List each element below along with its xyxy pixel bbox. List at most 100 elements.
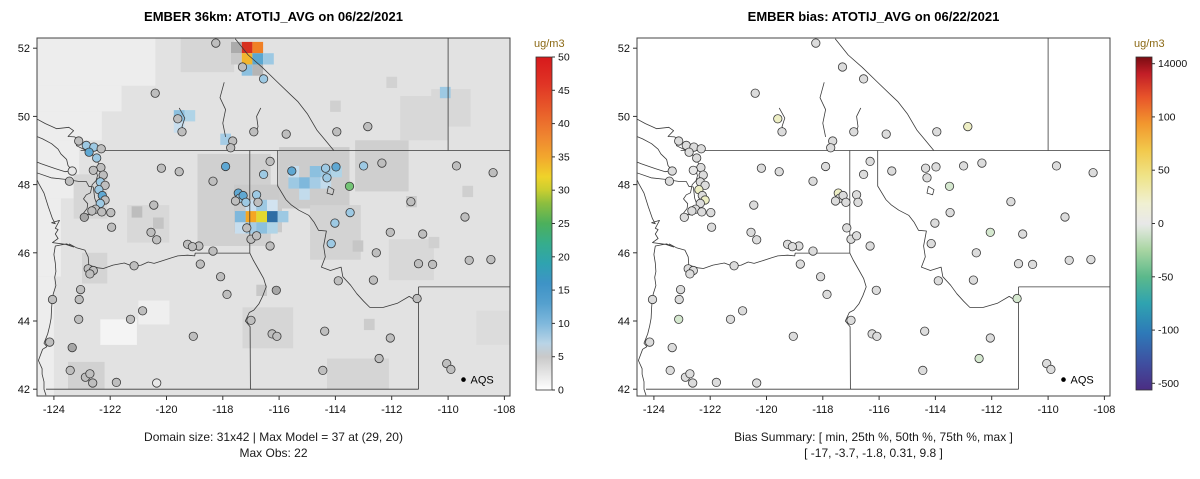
colorbar-tick-label: 30 bbox=[558, 185, 570, 197]
station-point bbox=[188, 331, 198, 341]
station-point bbox=[808, 246, 818, 256]
station-point bbox=[846, 315, 856, 325]
colorbar-tick-label: -100 bbox=[1158, 325, 1179, 337]
station-point bbox=[926, 239, 936, 249]
station-point bbox=[931, 162, 941, 172]
colorbar bbox=[536, 57, 552, 390]
raster-cell bbox=[231, 53, 242, 65]
raster-patch bbox=[476, 310, 510, 345]
colorbar-tick-label: 100 bbox=[1158, 111, 1176, 123]
station-point bbox=[221, 161, 231, 172]
raster-cell bbox=[309, 166, 321, 178]
raster-cell bbox=[245, 211, 257, 223]
station-point bbox=[958, 161, 969, 171]
station-point bbox=[326, 239, 336, 249]
x-tick-label: -108 bbox=[493, 404, 515, 416]
raster-cell bbox=[267, 199, 278, 212]
station-point bbox=[271, 285, 281, 295]
x-tick-label: -114 bbox=[925, 404, 946, 416]
raster-light-block bbox=[37, 276, 54, 396]
x-tick-label: -116 bbox=[868, 404, 889, 416]
station-point bbox=[676, 284, 686, 295]
x-tick-label: -118 bbox=[212, 404, 233, 416]
station-point bbox=[258, 169, 269, 179]
station-point bbox=[852, 231, 862, 241]
station-point bbox=[773, 114, 783, 124]
x-tick-label: -118 bbox=[812, 404, 833, 416]
station-point bbox=[685, 369, 695, 379]
station-point bbox=[111, 377, 122, 387]
station-point bbox=[374, 353, 384, 364]
station-point bbox=[977, 158, 987, 168]
border-line bbox=[37, 136, 73, 173]
station-point bbox=[138, 306, 148, 316]
station-point bbox=[674, 314, 684, 324]
station-point bbox=[252, 231, 262, 241]
x-tick-label: -110 bbox=[437, 404, 458, 416]
model-title: EMBER 36km: ATOTIJ_AVG on 06/22/2021 bbox=[144, 9, 403, 24]
station-point bbox=[106, 208, 116, 218]
station-point bbox=[97, 207, 107, 217]
raster-patch bbox=[242, 307, 294, 349]
raster-cell bbox=[220, 133, 231, 145]
y-tick-label: 44 bbox=[618, 316, 630, 328]
station-point bbox=[858, 74, 869, 84]
station-point bbox=[853, 197, 863, 207]
raster-cell bbox=[234, 211, 246, 223]
station-point bbox=[647, 294, 658, 305]
station-point bbox=[85, 369, 95, 379]
y-tick-label: 44 bbox=[18, 316, 30, 328]
border-line bbox=[834, 38, 935, 151]
raster-cell bbox=[256, 199, 267, 212]
station-point bbox=[152, 378, 162, 388]
station-point bbox=[752, 235, 762, 245]
station-point bbox=[253, 197, 263, 207]
station-point bbox=[1027, 259, 1038, 269]
station-point bbox=[368, 275, 378, 285]
y-tick-label: 42 bbox=[618, 384, 630, 396]
station-point bbox=[150, 88, 160, 98]
raster-cell bbox=[256, 222, 267, 234]
colorbar bbox=[1136, 57, 1152, 390]
station-point bbox=[985, 227, 995, 237]
raster-cell bbox=[173, 121, 185, 133]
raster-cell bbox=[352, 240, 364, 252]
y-tick-label: 52 bbox=[618, 43, 630, 55]
station-point bbox=[174, 167, 184, 177]
station-point bbox=[87, 206, 97, 216]
station-point bbox=[933, 276, 943, 286]
station-point bbox=[795, 259, 805, 269]
colorbar-tick-label: 0 bbox=[1158, 218, 1164, 230]
raster-cell bbox=[330, 100, 341, 112]
station-point bbox=[265, 241, 275, 251]
station-point bbox=[971, 248, 981, 258]
map-area: AQS bbox=[637, 38, 1110, 396]
border-line bbox=[326, 185, 335, 196]
model-map: AQS -124 -122 -120 -118 -116 -114 -112 -110 -108 4… bbox=[18, 37, 570, 416]
station-point bbox=[849, 127, 859, 137]
raster-cell bbox=[363, 318, 375, 331]
border-line bbox=[637, 136, 673, 173]
station-point bbox=[45, 337, 55, 347]
bias-title: EMBER bias: ATOTIJ_AVG on 06/22/2021 bbox=[747, 9, 1000, 24]
station-point bbox=[985, 333, 995, 343]
station-point bbox=[237, 62, 248, 72]
station-point bbox=[258, 74, 269, 84]
station-point bbox=[1086, 255, 1096, 265]
station-point bbox=[687, 206, 697, 216]
station-point bbox=[865, 241, 875, 251]
station-point bbox=[968, 275, 978, 285]
borders-layer bbox=[637, 38, 1110, 396]
x-tick-label: -122 bbox=[99, 404, 121, 416]
borders-layer bbox=[37, 38, 510, 396]
raster-cell bbox=[184, 110, 196, 122]
raster-cell bbox=[153, 217, 164, 229]
station-point bbox=[322, 173, 332, 183]
station-point bbox=[211, 38, 221, 48]
station-point bbox=[222, 289, 232, 299]
station-point bbox=[696, 144, 706, 154]
raster-light-block bbox=[37, 85, 122, 112]
station-point bbox=[177, 127, 187, 137]
station-point bbox=[932, 127, 942, 137]
x-tick-label: -124 bbox=[643, 404, 665, 416]
